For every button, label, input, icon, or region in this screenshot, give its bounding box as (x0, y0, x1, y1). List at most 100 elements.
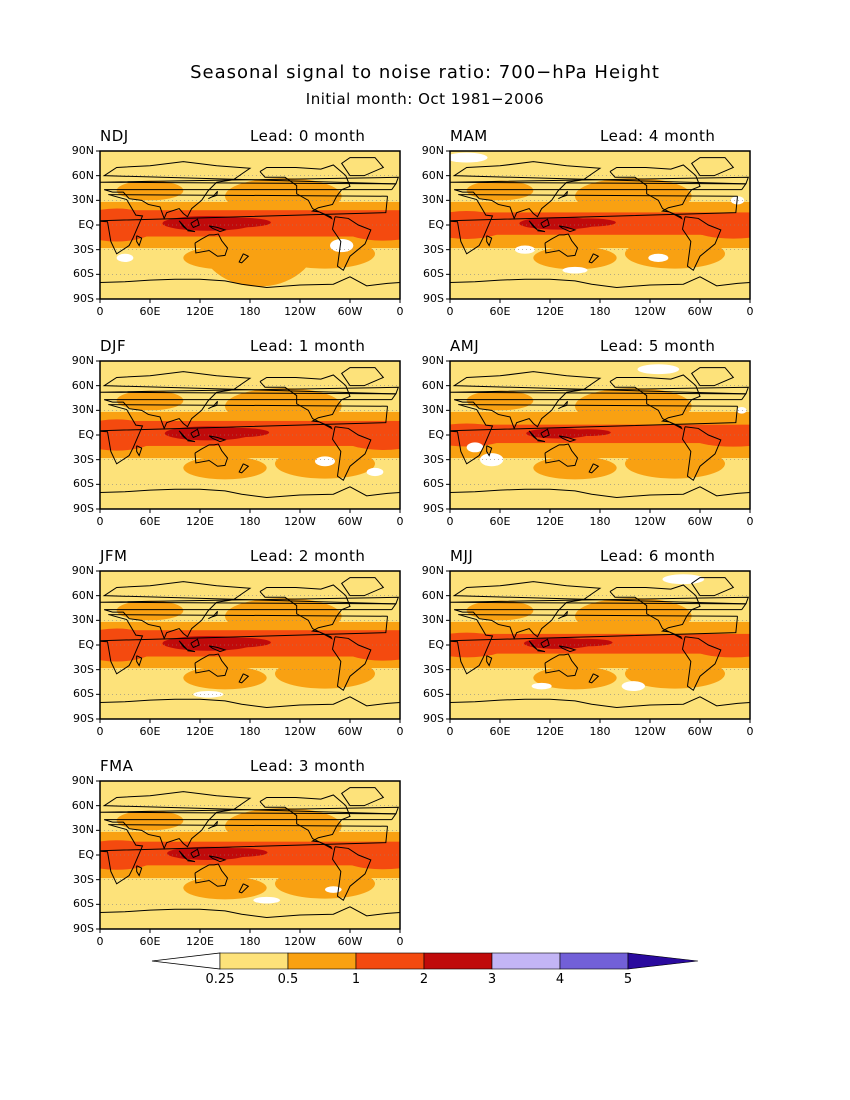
lon-tick-label: 120W (284, 725, 316, 738)
lat-tick-label: 30S (423, 452, 444, 466)
lon-tick-label: 120E (186, 725, 214, 738)
lat-tick-label: 30S (73, 452, 94, 466)
lat-tick-label: EQ (428, 218, 444, 231)
lon-tick-label: 0 (746, 515, 754, 528)
lon-tick-label: 180 (589, 305, 611, 318)
lat-tick-label: 30S (423, 662, 444, 676)
lon-tick-label: 60E (489, 515, 511, 528)
lat-tick-label: 90S (73, 922, 94, 935)
lat-tick-label: 90N (421, 144, 444, 157)
shading-field (100, 151, 400, 299)
lon-tick-label: 0 (746, 305, 754, 318)
lat-tick-label: 90N (71, 144, 94, 157)
lat-tick-label: 90N (421, 564, 444, 577)
lat-tick-label: 30N (421, 193, 444, 207)
lon-tick-label: 0 (96, 515, 104, 528)
panel-season-label: MAM (450, 127, 488, 145)
lat-tick-label: 30S (423, 242, 444, 256)
lat-tick-label: EQ (78, 848, 94, 861)
lon-tick-label: 180 (239, 515, 261, 528)
lon-tick-label: 60W (687, 305, 713, 318)
lon-tick-label: 120E (186, 305, 214, 318)
map-panel-amj (446, 360, 751, 513)
lat-tick-label: 60N (71, 378, 94, 392)
legend-tick-label: 5 (623, 972, 633, 987)
lat-tick-label: 60S (73, 687, 94, 701)
lon-tick-label: 0 (96, 935, 104, 948)
lat-tick-label: 90S (423, 712, 444, 725)
lat-tick-label: 90N (421, 354, 444, 367)
lat-tick-label: 60N (71, 588, 94, 602)
lon-tick-label: 120W (634, 305, 666, 318)
legend-swatch (219, 952, 289, 970)
lon-tick-label: 60E (139, 935, 161, 948)
legend-swatch (151, 952, 221, 970)
panel-season-label: MJJ (450, 547, 474, 565)
legend-tick-label: 2 (419, 972, 429, 987)
lat-tick-label: 60N (421, 168, 444, 182)
shading-field (100, 781, 400, 929)
lat-tick-label: 30S (73, 872, 94, 886)
lon-tick-label: 120E (186, 935, 214, 948)
lon-tick-label: 0 (746, 725, 754, 738)
lon-tick-label: 120E (536, 515, 564, 528)
lon-tick-label: 60E (139, 725, 161, 738)
lat-tick-label: 30N (71, 193, 94, 207)
map-panel-jfm (96, 570, 401, 723)
lat-tick-label: 30N (421, 613, 444, 627)
panel-season-label: FMA (100, 757, 134, 775)
shading-field (450, 151, 750, 299)
lat-tick-label: EQ (428, 428, 444, 441)
lat-tick-label: EQ (78, 638, 94, 651)
lat-tick-label: 60S (423, 267, 444, 281)
panel-season-label: JFM (100, 547, 128, 565)
map-panel-mjj (446, 570, 751, 723)
lon-tick-label: 0 (446, 725, 454, 738)
legend-swatch (559, 952, 629, 970)
legend-swatch (355, 952, 425, 970)
lon-tick-label: 120W (634, 515, 666, 528)
lon-tick-label: 180 (589, 725, 611, 738)
color-legend (151, 952, 699, 970)
lon-tick-label: 120E (186, 515, 214, 528)
lat-tick-label: EQ (78, 428, 94, 441)
legend-swatch (627, 952, 699, 970)
lon-tick-label: 60W (337, 305, 363, 318)
lat-tick-label: 30S (73, 242, 94, 256)
panel-lead-label: Lead: 1 month (250, 337, 366, 355)
lon-tick-label: 120W (284, 935, 316, 948)
lat-tick-label: 30N (421, 403, 444, 417)
lat-tick-label: 30S (73, 662, 94, 676)
legend-swatch (423, 952, 493, 970)
shading-field (100, 571, 400, 719)
panel-lead-label: Lead: 6 month (600, 547, 716, 565)
lon-tick-label: 180 (239, 935, 261, 948)
map-panel-djf (96, 360, 401, 513)
page-title: Seasonal signal to noise ratio: 700−hPa … (190, 62, 660, 83)
shading-field (450, 571, 750, 719)
lon-tick-label: 180 (589, 515, 611, 528)
shading-field (100, 361, 400, 509)
lat-tick-label: 30N (71, 403, 94, 417)
lon-tick-label: 0 (396, 725, 404, 738)
lat-tick-label: 60S (73, 477, 94, 491)
lon-tick-label: 0 (96, 305, 104, 318)
lon-tick-label: 60W (337, 935, 363, 948)
lat-tick-label: 60N (421, 378, 444, 392)
lat-tick-label: 90S (73, 502, 94, 515)
lon-tick-label: 180 (239, 305, 261, 318)
lat-tick-label: 90N (71, 354, 94, 367)
lat-tick-label: 60S (73, 897, 94, 911)
lon-tick-label: 60E (139, 515, 161, 528)
lat-tick-label: 60N (71, 168, 94, 182)
lon-tick-label: 120W (284, 305, 316, 318)
lat-tick-label: 90S (423, 292, 444, 305)
lon-tick-label: 60W (337, 515, 363, 528)
legend-tick-label: 0.25 (205, 972, 235, 987)
lon-tick-label: 120E (536, 305, 564, 318)
legend-tick-label: 3 (487, 972, 497, 987)
legend-tick-label: 4 (555, 972, 565, 987)
lat-tick-label: 90S (73, 712, 94, 725)
legend-swatch (287, 952, 357, 970)
